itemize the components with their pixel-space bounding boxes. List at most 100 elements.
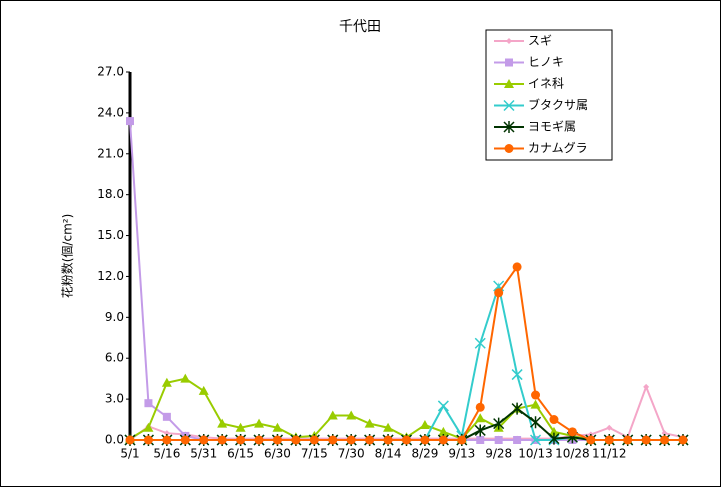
data-point <box>383 422 394 432</box>
data-point <box>530 399 541 409</box>
marker-shape <box>438 426 449 436</box>
data-point <box>272 422 283 432</box>
marker-shape <box>503 121 515 133</box>
marker-shape <box>346 435 356 445</box>
marker-shape <box>475 402 485 412</box>
marker-shape <box>493 417 505 430</box>
marker-shape <box>475 413 486 423</box>
data-point <box>402 435 411 445</box>
y-tick-label: 0.0 <box>105 433 124 447</box>
marker-shape <box>143 422 154 432</box>
marker-shape <box>549 415 559 425</box>
data-point <box>531 390 541 400</box>
marker-shape <box>511 402 523 415</box>
marker-shape <box>346 410 357 420</box>
x-tick-label: 5/16 <box>153 447 180 461</box>
data-point <box>513 436 522 444</box>
marker-shape <box>161 377 172 387</box>
marker-shape <box>606 424 613 431</box>
marker-shape <box>661 430 668 437</box>
data-point <box>474 337 486 349</box>
marker-shape <box>438 435 448 445</box>
data-point <box>567 427 577 437</box>
x-tick-label: 11/12 <box>592 447 627 461</box>
y-tick-label: 15.0 <box>97 228 124 242</box>
data-point <box>272 435 282 445</box>
data-point <box>217 435 227 445</box>
legend-marker <box>503 121 515 133</box>
x-tick-label: 5/1 <box>120 447 139 461</box>
marker-shape <box>199 435 209 445</box>
marker-shape <box>660 435 670 445</box>
y-tick-label: 18.0 <box>97 187 124 201</box>
chart-title: 千代田 <box>339 19 381 35</box>
marker-shape <box>512 262 522 272</box>
x-tick-label: 8/29 <box>411 447 438 461</box>
marker-shape <box>162 435 172 445</box>
legend-marker <box>504 144 514 153</box>
marker-shape <box>505 58 513 67</box>
marker-shape <box>643 383 650 390</box>
data-point <box>493 417 505 430</box>
marker-shape <box>364 418 375 428</box>
marker-shape <box>180 373 191 383</box>
y-axis-label: 花粉数(個/cm²) <box>60 214 75 299</box>
legend-marker <box>503 99 515 112</box>
x-tick-label: 9/28 <box>485 447 512 461</box>
data-point <box>328 435 338 445</box>
x-tick-label: 6/30 <box>264 447 291 461</box>
data-point <box>511 402 523 415</box>
data-point <box>163 430 170 437</box>
marker-shape <box>383 435 393 445</box>
legend-label: スギ <box>528 34 552 48</box>
marker-shape <box>506 38 512 44</box>
data-point <box>511 369 523 381</box>
marker-shape <box>567 427 577 437</box>
y-tick-label: 21.0 <box>97 146 124 160</box>
x-tick-label: 6/15 <box>227 447 254 461</box>
x-tick-label: 10/13 <box>518 447 553 461</box>
data-point <box>309 435 319 445</box>
data-point <box>236 435 246 445</box>
marker-shape <box>163 430 170 437</box>
marker-shape <box>419 420 430 430</box>
marker-shape <box>586 435 596 445</box>
data-point <box>161 377 172 387</box>
legend-box <box>485 29 613 161</box>
marker-shape <box>474 337 486 349</box>
marker-shape <box>623 435 633 445</box>
marker-shape <box>254 435 264 445</box>
marker-shape <box>327 410 338 420</box>
data-point <box>365 435 375 445</box>
data-point <box>291 435 301 445</box>
marker-shape <box>217 418 228 428</box>
marker-shape <box>383 422 394 432</box>
data-point <box>162 412 171 421</box>
data-point <box>475 402 485 412</box>
marker-shape <box>328 435 338 445</box>
marker-shape <box>420 435 430 445</box>
marker-shape <box>126 117 134 126</box>
data-point <box>180 435 190 445</box>
data-point <box>476 436 485 444</box>
marker-shape <box>548 426 559 436</box>
y-tick-label: 27.0 <box>97 65 124 79</box>
marker-shape <box>125 435 135 445</box>
y-tick-label: 24.0 <box>97 105 124 119</box>
marker-shape <box>144 399 153 408</box>
data-point <box>346 410 357 420</box>
marker-shape <box>437 400 449 412</box>
marker-shape <box>530 416 542 429</box>
marker-shape <box>548 432 560 445</box>
data-point <box>604 435 614 445</box>
marker-shape <box>402 435 411 445</box>
data-point <box>530 434 542 446</box>
data-point <box>661 430 668 437</box>
data-point <box>419 420 430 430</box>
data-point <box>549 415 559 425</box>
data-point <box>162 435 172 445</box>
data-point <box>364 418 375 428</box>
marker-shape <box>513 436 522 444</box>
data-point <box>548 432 560 445</box>
